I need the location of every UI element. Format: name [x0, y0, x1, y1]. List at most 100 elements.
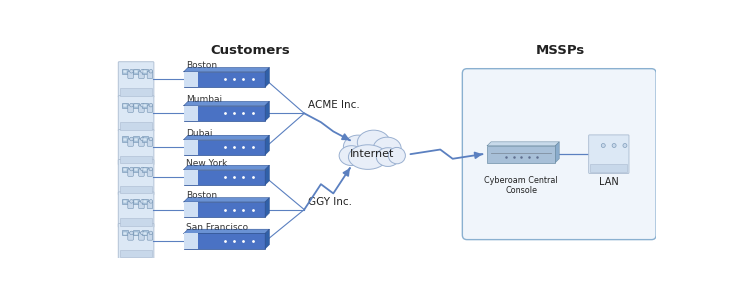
Polygon shape — [265, 229, 270, 249]
Circle shape — [601, 144, 605, 148]
FancyBboxPatch shape — [134, 231, 139, 235]
FancyBboxPatch shape — [184, 106, 198, 121]
Text: Cyberoam Central
Console: Cyberoam Central Console — [485, 176, 558, 195]
Circle shape — [149, 200, 152, 203]
FancyBboxPatch shape — [133, 231, 139, 235]
FancyBboxPatch shape — [184, 202, 265, 217]
FancyBboxPatch shape — [134, 70, 139, 73]
FancyBboxPatch shape — [143, 70, 147, 73]
Ellipse shape — [348, 145, 387, 169]
FancyBboxPatch shape — [122, 231, 128, 235]
FancyBboxPatch shape — [147, 201, 152, 209]
FancyBboxPatch shape — [589, 135, 629, 173]
FancyBboxPatch shape — [142, 103, 147, 108]
Ellipse shape — [357, 130, 390, 155]
FancyBboxPatch shape — [133, 137, 139, 142]
Circle shape — [141, 231, 144, 235]
FancyBboxPatch shape — [143, 168, 147, 171]
Circle shape — [130, 69, 133, 73]
Ellipse shape — [389, 147, 405, 164]
FancyBboxPatch shape — [615, 144, 620, 148]
Text: Internet: Internet — [349, 149, 394, 159]
Circle shape — [623, 144, 627, 148]
FancyBboxPatch shape — [142, 137, 147, 142]
Circle shape — [612, 144, 616, 148]
Circle shape — [149, 69, 152, 73]
FancyBboxPatch shape — [147, 105, 152, 112]
FancyBboxPatch shape — [123, 168, 128, 171]
FancyBboxPatch shape — [143, 231, 147, 235]
Polygon shape — [265, 102, 270, 121]
Polygon shape — [184, 165, 270, 170]
Circle shape — [141, 167, 144, 171]
FancyBboxPatch shape — [128, 169, 133, 176]
FancyBboxPatch shape — [128, 233, 133, 240]
Circle shape — [130, 103, 133, 107]
FancyBboxPatch shape — [120, 186, 152, 193]
Polygon shape — [184, 198, 270, 202]
Polygon shape — [487, 142, 559, 146]
FancyBboxPatch shape — [621, 146, 627, 153]
Text: MSSPs: MSSPs — [535, 44, 585, 57]
FancyBboxPatch shape — [118, 192, 154, 227]
FancyBboxPatch shape — [122, 69, 128, 74]
Circle shape — [130, 137, 133, 141]
FancyBboxPatch shape — [139, 201, 144, 209]
FancyBboxPatch shape — [120, 122, 152, 130]
FancyBboxPatch shape — [134, 104, 139, 107]
Circle shape — [141, 69, 144, 73]
Ellipse shape — [376, 148, 399, 166]
FancyBboxPatch shape — [133, 69, 139, 74]
Text: GGY Inc.: GGY Inc. — [308, 197, 352, 206]
FancyBboxPatch shape — [599, 146, 605, 153]
Circle shape — [141, 103, 144, 107]
FancyBboxPatch shape — [610, 146, 616, 153]
FancyBboxPatch shape — [118, 160, 154, 195]
FancyBboxPatch shape — [123, 104, 128, 107]
FancyBboxPatch shape — [143, 137, 147, 141]
Polygon shape — [184, 229, 270, 233]
Circle shape — [149, 167, 152, 171]
FancyBboxPatch shape — [120, 88, 152, 96]
FancyBboxPatch shape — [139, 139, 144, 146]
FancyBboxPatch shape — [134, 168, 139, 171]
FancyBboxPatch shape — [147, 169, 152, 176]
FancyBboxPatch shape — [184, 139, 265, 155]
FancyBboxPatch shape — [184, 139, 198, 155]
FancyBboxPatch shape — [590, 164, 628, 172]
Text: Dubai: Dubai — [186, 129, 212, 138]
FancyBboxPatch shape — [123, 200, 128, 203]
FancyBboxPatch shape — [139, 169, 144, 176]
FancyBboxPatch shape — [593, 143, 599, 148]
Circle shape — [130, 167, 133, 171]
FancyBboxPatch shape — [604, 143, 610, 148]
Polygon shape — [265, 165, 270, 185]
FancyBboxPatch shape — [184, 170, 265, 185]
Polygon shape — [265, 198, 270, 217]
Polygon shape — [265, 135, 270, 155]
FancyBboxPatch shape — [122, 103, 128, 108]
Circle shape — [601, 144, 605, 148]
Text: Customers: Customers — [210, 44, 290, 57]
FancyBboxPatch shape — [120, 218, 152, 226]
FancyBboxPatch shape — [118, 96, 154, 131]
FancyBboxPatch shape — [184, 202, 198, 217]
FancyBboxPatch shape — [139, 233, 144, 240]
Polygon shape — [265, 68, 270, 87]
Circle shape — [130, 231, 133, 235]
Circle shape — [149, 137, 152, 141]
FancyBboxPatch shape — [128, 139, 133, 146]
FancyBboxPatch shape — [594, 144, 599, 148]
FancyBboxPatch shape — [184, 233, 265, 249]
FancyBboxPatch shape — [118, 62, 154, 97]
FancyBboxPatch shape — [142, 166, 147, 172]
Circle shape — [149, 103, 152, 107]
FancyBboxPatch shape — [147, 139, 152, 146]
Text: Boston: Boston — [186, 191, 217, 200]
FancyBboxPatch shape — [122, 166, 128, 172]
FancyBboxPatch shape — [142, 69, 147, 74]
Text: Boston: Boston — [186, 61, 217, 70]
FancyBboxPatch shape — [143, 200, 147, 203]
Circle shape — [130, 200, 133, 203]
FancyBboxPatch shape — [122, 199, 128, 204]
